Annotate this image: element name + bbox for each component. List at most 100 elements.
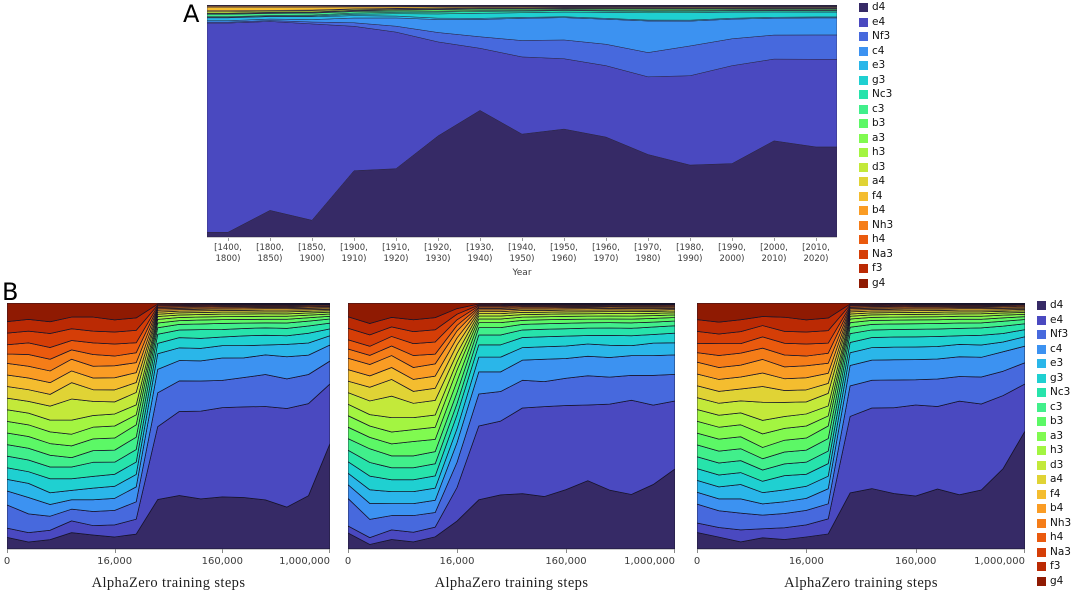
- x-tick-mark: [697, 549, 698, 553]
- panel-a-legend-item-f3: f3: [859, 262, 893, 274]
- panel-b-legend-swatch-c4: [1037, 344, 1046, 354]
- panel-a-legend-swatch-e4: [859, 17, 868, 27]
- panel-a-legend-item-Nc3: Nc3: [859, 89, 893, 99]
- panel-b-legend-swatch-Nh3: [1037, 518, 1046, 528]
- panel-a-legend-swatch-a4: [859, 177, 868, 186]
- panel-a-legend-item-g3: g3: [859, 73, 893, 86]
- panel-a-legend-swatch-Nh3: [859, 220, 868, 230]
- x-tick-mark: [566, 549, 567, 553]
- x-tick-mark: [915, 549, 917, 553]
- panel-b-legend-item-e3: e3: [1037, 357, 1071, 369]
- panel-b-legend-label-Nf3: Nf3: [1050, 328, 1069, 340]
- panel-b-legend-label-e4: e4: [1050, 313, 1064, 326]
- x-tick-mark: [480, 238, 481, 241]
- panel-b-legend-item-f3: f3: [1037, 561, 1071, 571]
- panel-a-legend-label-e4: e4: [872, 15, 886, 28]
- panel-a-legend-item-f4: f4: [859, 190, 893, 201]
- panel-b-legend-swatch-Na3: [1037, 547, 1046, 557]
- panel-a-legend-item-e4: e4: [859, 15, 893, 28]
- panel-a-legend-swatch-Nc3: [859, 90, 868, 99]
- panel-b-legend-item-Nc3: Nc3: [1037, 386, 1071, 398]
- panel-b-legend-item-Nf3: Nf3: [1037, 328, 1071, 340]
- panel-a-legend-item-a3: a3: [859, 132, 893, 143]
- panel-b-legend-label-f4: f4: [1050, 487, 1061, 500]
- panel-a-legend-item-h4: h4: [859, 234, 893, 244]
- x-tick-mark: [222, 549, 224, 553]
- panel-b-legend-item-g4: g4: [1037, 574, 1071, 587]
- panel-b-axis-line-2: [348, 549, 675, 550]
- x-tick-label: [2000, 2010): [760, 243, 788, 264]
- panel-b-legend-item-d4: d4: [1037, 300, 1071, 310]
- panel-a-legend-item-d4: d4: [859, 2, 893, 12]
- x-tick-mark: [228, 238, 229, 241]
- panel-b-x-axis-title-2: AlphaZero training steps: [434, 575, 589, 591]
- panel-b-x-axis-title-1: AlphaZero training steps: [91, 575, 246, 591]
- x-tick-mark: [348, 549, 349, 553]
- panel-a-chart: [207, 5, 837, 237]
- panel-b-legend-swatch-e4: [1037, 315, 1046, 325]
- panel-a-legend-label-a4: a4: [872, 175, 886, 187]
- panel-a-legend-item-d3: d3: [859, 161, 893, 172]
- x-tick-label: [1910, 1920): [382, 243, 410, 264]
- x-tick-mark: [114, 549, 116, 553]
- panel-b-legend-label-c4: c4: [1050, 342, 1063, 355]
- panel-b-axis-line-3: [697, 549, 1025, 550]
- panel-a-legend-label-g3: g3: [872, 73, 886, 86]
- panel-a-stacked-area: [207, 5, 837, 237]
- panel-a-legend-item-Nf3: Nf3: [859, 31, 893, 41]
- panel-a-legend-swatch-d3: [859, 162, 868, 172]
- x-tick-label: 160,000: [894, 556, 937, 567]
- panel-a-legend-label-h3: h3: [872, 146, 886, 158]
- panel-b-legend-item-c4: c4: [1037, 342, 1071, 355]
- panel-a-legend-swatch-e3: [859, 61, 868, 70]
- panel-b-legend-item-Na3: Na3: [1037, 545, 1071, 558]
- x-tick-mark: [396, 238, 397, 241]
- panel-a-legend-item-a4: a4: [859, 175, 893, 187]
- panel-b-legend-label-Na3: Na3: [1050, 545, 1071, 558]
- x-tick-label: 1,000,000: [624, 556, 675, 567]
- x-tick-mark: [522, 238, 523, 241]
- panel-a-legend-label-b3: b3: [872, 117, 886, 129]
- x-tick-mark: [606, 238, 607, 241]
- x-tick-mark: [806, 549, 808, 553]
- panel-a-legend-swatch-g4: [859, 278, 868, 288]
- x-tick-mark: [438, 238, 439, 241]
- x-tick-label: [1930, 1940): [466, 243, 494, 264]
- panel-a-legend-label-g4: g4: [872, 276, 886, 289]
- x-tick-label: 0: [693, 556, 701, 567]
- panel-b-legend-label-g3: g3: [1050, 371, 1064, 384]
- panel-b-legend-item-b3: b3: [1037, 416, 1071, 426]
- panel-b-legend-label-Nh3: Nh3: [1050, 516, 1072, 529]
- x-tick-label: 16,000: [788, 556, 824, 567]
- panel-a-axis-line: [207, 237, 837, 238]
- panel-b-legend-label-c3: c3: [1050, 400, 1063, 413]
- x-tick-label: [1400, 1800): [214, 243, 242, 264]
- panel-b-legend-swatch-d3: [1037, 460, 1046, 470]
- panel-b-legend-item-h4: h4: [1037, 532, 1071, 542]
- panel-b-stacked-area-2: [348, 303, 675, 549]
- x-tick-mark: [564, 238, 565, 241]
- x-tick-mark: [816, 238, 817, 241]
- panel-b-legend-swatch-e3: [1037, 359, 1046, 368]
- panel-a-legend-swatch-Nf3: [859, 32, 868, 41]
- panel-a-legend-item-g4: g4: [859, 276, 893, 289]
- panel-b-chart-2: [348, 303, 675, 549]
- panel-b-legend-label-Nc3: Nc3: [1050, 386, 1071, 398]
- panel-b-legend-label-g4: g4: [1050, 574, 1064, 587]
- panel-a-legend-item-Nh3: Nh3: [859, 219, 893, 230]
- panel-a-legend-label-f3: f3: [872, 262, 883, 274]
- x-tick-mark: [312, 238, 313, 241]
- panel-a-legend-swatch-c4: [859, 46, 868, 56]
- panel-a-legend-swatch-h3: [859, 148, 868, 157]
- panel-b-legend-item-a3: a3: [1037, 430, 1071, 441]
- panel-b-legend-swatch-b4: [1037, 504, 1046, 513]
- panel-b-legend-label-e3: e3: [1050, 357, 1064, 369]
- panel-b-legend-item-c3: c3: [1037, 400, 1071, 413]
- panel-b-legend-label-d3: d3: [1050, 458, 1064, 471]
- panel-a-legend-swatch-f3: [859, 264, 868, 273]
- panel-a-x-ticks: [1400, 1800) [1800, 1850) [1850, 1900) [190…: [207, 238, 837, 268]
- x-tick-mark: [774, 238, 775, 241]
- panel-b-legend-label-a4: a4: [1050, 473, 1064, 485]
- panel-b-stacked-area-3: [697, 303, 1025, 549]
